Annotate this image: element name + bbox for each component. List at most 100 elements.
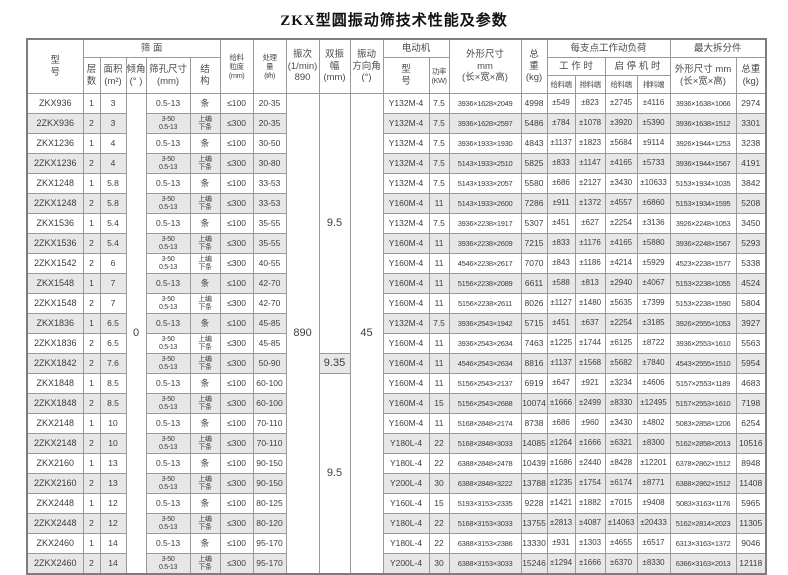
cell-work-discharge-end: ±1882 bbox=[574, 493, 606, 514]
cell-total-weight: 5486 bbox=[520, 113, 548, 134]
header-line: mm bbox=[477, 60, 493, 72]
cell-layers: 2 bbox=[82, 353, 101, 374]
cell-work-feed-end: ±1421 bbox=[546, 493, 576, 514]
cell-work-feed-end: ±451 bbox=[546, 313, 576, 334]
header-line: 幅 bbox=[329, 60, 340, 72]
header-line: 外形尺寸 bbox=[466, 49, 505, 61]
cell-structure: 上编 下条 bbox=[189, 473, 221, 494]
cell-total-weight: 4998 bbox=[520, 93, 548, 114]
cell-line: 3-50 bbox=[161, 115, 175, 123]
header-layers: 层数 bbox=[82, 57, 101, 94]
header-line: 振动 bbox=[357, 49, 377, 61]
cell-motor-model: Y200L-4 bbox=[382, 553, 430, 575]
cell-line: 上编 bbox=[198, 475, 212, 483]
cell-split-dims: 3936×1638×1066 bbox=[669, 93, 737, 114]
cell-area: 7.6 bbox=[99, 353, 127, 374]
cell-line: 下条 bbox=[198, 263, 212, 271]
table-row: ZKX1536 1 5.4 0.5-13 条 ≤100 35-55 Y132M-4 7.5 393… bbox=[26, 213, 767, 234]
cell-layers: 2 bbox=[82, 233, 101, 254]
cell-area: 7 bbox=[99, 293, 127, 314]
header-line: 每支点工作动负荷 bbox=[570, 42, 647, 54]
cell-motor-model: Y160M-4 bbox=[382, 413, 430, 434]
cell-feed-size: ≤300 bbox=[219, 333, 254, 354]
cell-start-feed-end: ±4655 bbox=[604, 533, 638, 554]
cell-overall-dims: 5156×2543×2688 bbox=[448, 393, 522, 414]
cell-split-weight: 11305 bbox=[735, 513, 767, 534]
header-motor-power: 功率 (KW) bbox=[428, 57, 450, 94]
cell-total-weight: 8816 bbox=[520, 353, 548, 374]
cell-line: 3-50 bbox=[161, 335, 175, 343]
cell-capacity: 60-100 bbox=[252, 393, 287, 414]
table-row: 2ZKX1542 2 6 3-50 0.5-13 上编 下条 ≤300 40-55 Y160M-4… bbox=[26, 253, 767, 274]
cell-feed-size: ≤100 bbox=[219, 133, 254, 154]
table-row: ZKX1548 1 7 0.5-13 条 ≤100 42-70 Y160M-4 11 5156×2… bbox=[26, 273, 767, 294]
cell-start-discharge-end: ±6517 bbox=[636, 533, 671, 554]
header-vibration-count: 振次 (1/min) 890 bbox=[285, 38, 320, 94]
header-line: (t/h) bbox=[264, 71, 275, 80]
cell-layers: 2 bbox=[82, 253, 101, 274]
cell-layers: 1 bbox=[82, 453, 101, 474]
cell-model: 2ZKX1836 bbox=[26, 333, 84, 354]
cell-motor-model: Y180L-4 bbox=[382, 433, 430, 454]
cell-start-feed-end: ±6174 bbox=[604, 473, 638, 494]
cell-split-weight: 5293 bbox=[735, 233, 767, 254]
cell-capacity: 95-170 bbox=[252, 533, 287, 554]
cell-work-discharge-end: ±1480 bbox=[574, 293, 606, 314]
cell-start-discharge-end: ±10633 bbox=[636, 173, 671, 194]
cell-capacity: 45-85 bbox=[252, 333, 287, 354]
header-line: 型 bbox=[401, 64, 411, 76]
header-line: (mm) bbox=[156, 75, 180, 87]
cell-work-discharge-end: ±1754 bbox=[574, 473, 606, 494]
cell-line: 下条 bbox=[198, 303, 212, 311]
cell-aperture: 0.5-13 bbox=[145, 493, 191, 514]
page-title: ZKX型圆振动筛技术性能及参数 bbox=[280, 13, 508, 29]
cell-split-weight: 5338 bbox=[735, 253, 767, 274]
cell-model: ZKX1248 bbox=[26, 173, 84, 194]
cell-amplitude: 9.35 bbox=[318, 353, 351, 374]
cell-work-feed-end: ±549 bbox=[546, 93, 576, 114]
cell-feed-size: ≤100 bbox=[219, 173, 254, 194]
cell-layers: 1 bbox=[82, 413, 101, 434]
cell-structure: 上编 下条 bbox=[189, 393, 221, 414]
header-work-discharge-end: 排料端 bbox=[574, 75, 606, 94]
header-line: 处理 bbox=[262, 53, 278, 62]
cell-split-dims: 4543×2555×1510 bbox=[669, 353, 737, 374]
cell-motor-model: Y132M-4 bbox=[382, 153, 430, 174]
header-line: 排料端 bbox=[643, 80, 665, 89]
cell-capacity: 60-100 bbox=[252, 373, 287, 394]
cell-capacity: 35-55 bbox=[252, 213, 287, 234]
cell-aperture: 3-50 0.5-13 bbox=[145, 513, 191, 534]
header-line: 号 bbox=[50, 66, 60, 78]
header-screen-surface: 筛 面 bbox=[82, 38, 221, 58]
header-line: 层 bbox=[86, 64, 97, 76]
header-line: 给料端 bbox=[550, 80, 573, 89]
cell-motor-power: 11 bbox=[428, 233, 450, 254]
cell-start-discharge-end: ±8722 bbox=[636, 333, 671, 354]
header-line: (kg) bbox=[525, 72, 543, 84]
cell-aperture: 3-50 0.5-13 bbox=[145, 433, 191, 454]
cell-line: 3-50 bbox=[161, 515, 175, 523]
cell-area: 3 bbox=[99, 113, 127, 134]
cell-feed-size: ≤300 bbox=[219, 153, 254, 174]
cell-split-weight: 3301 bbox=[735, 113, 767, 134]
cell-area: 8.5 bbox=[99, 373, 127, 394]
cell-feed-size: ≤300 bbox=[219, 193, 254, 214]
cell-motor-model: Y160M-4 bbox=[382, 233, 430, 254]
cell-line: 3-50 bbox=[161, 235, 175, 243]
cell-feed-size: ≤300 bbox=[219, 433, 254, 454]
cell-start-feed-end: ±2745 bbox=[604, 93, 638, 114]
header-line: 总 bbox=[529, 49, 539, 61]
cell-work-discharge-end: ±813 bbox=[574, 273, 606, 294]
table-row: ZKX1848 1 8.5 0.5-13 条 ≤100 60-100 9.5 Y160M-4 11… bbox=[26, 373, 767, 575]
cell-split-dims: 5153×2238×1590 bbox=[669, 293, 737, 314]
header-line: 倾角 bbox=[126, 64, 146, 76]
cell-capacity: 45-85 bbox=[252, 313, 287, 334]
cell-work-feed-end: ±1127 bbox=[546, 293, 576, 314]
cell-area: 5.4 bbox=[99, 233, 127, 254]
header-line: (mm) bbox=[228, 71, 245, 80]
cell-start-feed-end: ±2940 bbox=[604, 273, 638, 294]
cell-total-weight: 4843 bbox=[520, 133, 548, 154]
table-row: ZKX2148 1 10 0.5-13 条 ≤100 70-110 Y160M-4 11 5168… bbox=[26, 413, 767, 434]
cell-split-dims: 3936×2553×1610 bbox=[669, 333, 737, 354]
cell-start-feed-end: ±5682 bbox=[604, 353, 638, 374]
